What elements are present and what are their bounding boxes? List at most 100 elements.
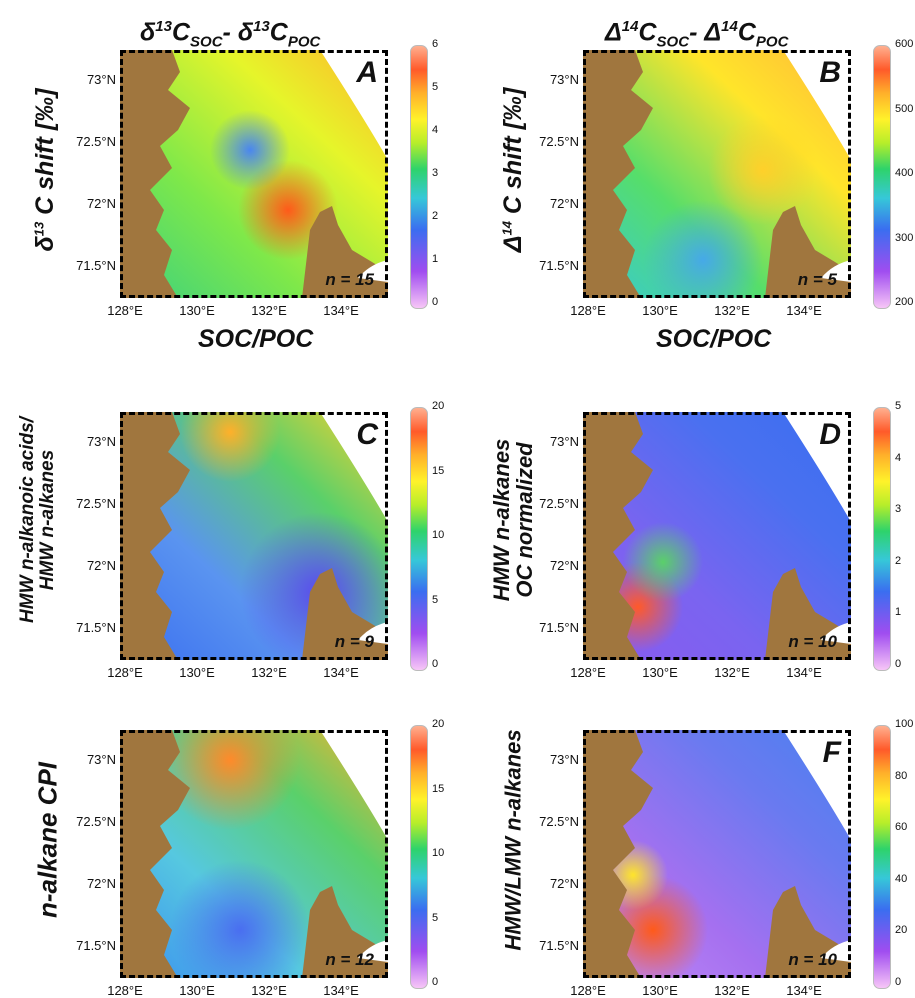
- lat-tick-label: 73°N: [86, 752, 116, 767]
- lon-tick-label: 132°E: [714, 983, 750, 998]
- colorbar-tick-label: 40: [895, 872, 908, 885]
- colorbar-tick-label: 80: [895, 769, 908, 782]
- no-data-zone: [320, 412, 388, 522]
- lat-tick-label: 71.5°N: [539, 258, 579, 273]
- no-data-corner: [358, 622, 388, 644]
- lat-tick-label: 72°N: [86, 558, 116, 573]
- lon-tick-label: 132°E: [251, 983, 287, 998]
- panel-letter: F: [822, 736, 841, 769]
- colorbar-tick-label: 60: [895, 821, 908, 834]
- map-field-a: [120, 50, 388, 298]
- lon-tick-label: 130°E: [642, 665, 678, 680]
- lon-tick-label: 128°E: [107, 303, 143, 318]
- sample-count: n = 9: [334, 632, 374, 651]
- lon-tick-label: 128°E: [107, 983, 143, 998]
- hotspot: [170, 860, 310, 978]
- lon-tick-label: 130°E: [179, 983, 215, 998]
- lon-tick-label: 132°E: [714, 665, 750, 680]
- lat-tick-label: 72.5°N: [76, 134, 116, 149]
- lon-tick-label: 134°E: [323, 983, 359, 998]
- lat-tick-label: 72°N: [549, 196, 579, 211]
- colorbar-tick-label: 3: [432, 167, 439, 179]
- lon-tick-label: 134°E: [786, 303, 822, 318]
- colorbar: [410, 45, 428, 309]
- colorbar-tick-label: 5: [432, 911, 439, 924]
- land-west: [583, 412, 653, 660]
- lat-tick-label: 73°N: [549, 72, 579, 87]
- panel-letter: A: [356, 56, 378, 89]
- ylabel-a: δ13 C shift [‰]: [30, 88, 59, 252]
- no-data-zone: [783, 412, 851, 522]
- colorbar-tick-label: 6: [432, 38, 439, 50]
- map-panel-a: An = 15Ocean Data View: [120, 50, 388, 298]
- lat-tick-label: 71.5°N: [539, 620, 579, 635]
- colorbar-tick-label: 1: [895, 606, 902, 619]
- lon-tick-label: 128°E: [570, 303, 606, 318]
- colorbar: [873, 725, 891, 989]
- lon-tick-label: 130°E: [642, 303, 678, 318]
- lon-tick-label: 128°E: [570, 983, 606, 998]
- colorbar-tick-label: 15: [432, 464, 445, 477]
- no-data-corner: [358, 260, 388, 282]
- panel-letter: E: [357, 736, 378, 769]
- title-right: Δ14CSOC- Δ14CPOC: [605, 18, 789, 51]
- colorbar-tick-label: 0: [432, 658, 439, 670]
- lat-tick-label: 73°N: [549, 434, 579, 449]
- no-data-zone: [783, 50, 851, 160]
- lat-tick-label: 72.5°N: [539, 134, 579, 149]
- lat-tick-label: 72.5°N: [76, 814, 116, 829]
- colorbar-tick-label: 500: [895, 102, 914, 115]
- colorbar-tick-label: 4: [895, 451, 902, 464]
- hotspot: [160, 730, 300, 830]
- panel-letter: D: [819, 418, 841, 451]
- row-title-left: SOC/POC: [198, 325, 314, 353]
- colorbar-tick-label: 600: [895, 38, 914, 50]
- lat-tick-label: 71.5°N: [76, 938, 116, 953]
- colorbar-tick-label: 5: [432, 81, 439, 93]
- lon-tick-label: 130°E: [179, 303, 215, 318]
- map-field-b: [583, 50, 851, 298]
- colorbar-tick-label: 20: [432, 400, 445, 412]
- hotspot: [623, 522, 703, 602]
- colorbar-tick-label: 2: [432, 210, 439, 222]
- lat-tick-label: 71.5°N: [539, 938, 579, 953]
- colorbar-tick-label: 1: [432, 253, 439, 265]
- colorbar-tick-label: 5: [895, 400, 902, 412]
- colorbar-tick-label: 0: [895, 658, 902, 670]
- colorbar: [410, 725, 428, 989]
- sample-count: n = 12: [325, 950, 374, 969]
- hotspot: [643, 200, 763, 298]
- lon-tick-label: 128°E: [570, 665, 606, 680]
- map-field-f: [583, 730, 851, 978]
- land-west: [583, 730, 653, 978]
- map-field-d: [583, 412, 851, 660]
- sample-count: n = 15: [325, 270, 374, 289]
- hotspot: [210, 110, 290, 190]
- map-panel-f: Fn = 10Ocean Data View: [583, 730, 851, 978]
- no-data-zone: [320, 50, 388, 160]
- colorbar-tick-label: 5: [432, 593, 439, 606]
- sample-count: n = 10: [788, 632, 837, 651]
- colorbar-tick-label: 100: [895, 718, 914, 730]
- lon-tick-label: 134°E: [786, 665, 822, 680]
- lon-tick-label: 132°E: [714, 303, 750, 318]
- lat-tick-label: 73°N: [86, 434, 116, 449]
- map-panel-e: En = 12Ocean Data View: [120, 730, 388, 978]
- lat-tick-label: 71.5°N: [76, 258, 116, 273]
- map-field-c: [120, 412, 388, 660]
- ylabel-d: HMW n-alkanes OC normalized: [488, 438, 537, 602]
- colorbar-tick-label: 0: [432, 976, 439, 988]
- colorbar: [873, 407, 891, 671]
- colorbar-tick-label: 400: [895, 167, 914, 179]
- no-data-corner: [358, 940, 388, 962]
- ylabel-f: HMW/LMW n-alkanes: [500, 729, 526, 951]
- map-panel-d: Dn = 10Ocean Data View: [583, 412, 851, 660]
- lat-tick-label: 73°N: [86, 72, 116, 87]
- row-title-right: SOC/POC: [656, 325, 772, 353]
- colorbar-tick-label: 300: [895, 231, 914, 244]
- colorbar-tick-label: 3: [895, 503, 902, 516]
- colorbar-tick-label: 20: [432, 718, 445, 730]
- lat-tick-label: 72.5°N: [539, 496, 579, 511]
- colorbar-tick-label: 0: [895, 976, 902, 988]
- no-data-corner: [821, 940, 851, 962]
